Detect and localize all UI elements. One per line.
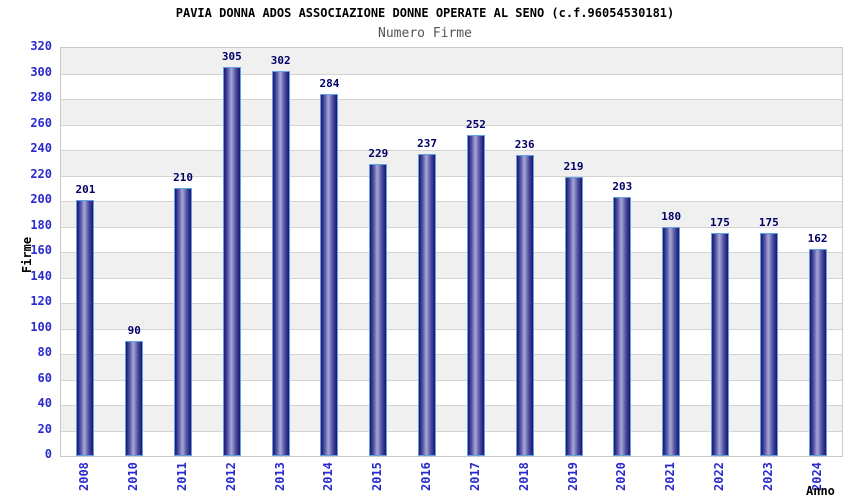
gridline: [61, 99, 842, 100]
x-axis-title: Anno: [806, 484, 835, 498]
y-tick-label: 100: [30, 319, 52, 334]
bar-2024: [808, 249, 827, 456]
bar-2021: [662, 226, 681, 456]
gridline: [61, 354, 842, 355]
bar-value-label: 236: [514, 138, 535, 152]
gridline: [61, 277, 842, 279]
y-tick-label: 120: [30, 294, 52, 308]
gridline: [61, 328, 842, 330]
bar-2011: [174, 188, 193, 456]
bar-value-label: 90: [127, 324, 141, 338]
bar-2022: [710, 232, 729, 456]
y-tick-label: 140: [30, 268, 52, 283]
gridline: [61, 150, 842, 151]
gridline: [61, 379, 842, 381]
bar-2017: [466, 134, 485, 456]
bar-value-label: 237: [417, 136, 438, 150]
bar-2016: [418, 153, 437, 456]
gridline: [61, 201, 842, 202]
bar-2012: [222, 67, 241, 456]
y-tick-label: 0: [44, 447, 52, 461]
gridline: [61, 73, 842, 75]
y-tick-label: 300: [30, 64, 52, 79]
gridline: [61, 124, 842, 126]
y-tick-label: 20: [37, 421, 52, 436]
x-tick-label: 2018: [516, 462, 531, 491]
x-tick-label: 2010: [126, 462, 141, 491]
x-tick-label: 2021: [663, 462, 678, 491]
bar-value-label: 180: [661, 209, 682, 223]
gridline: [61, 303, 842, 304]
bar-2020: [613, 197, 632, 456]
bar-value-label: 201: [75, 182, 96, 196]
plot-band: [61, 124, 842, 150]
bar-value-label: 305: [221, 50, 242, 64]
plot-band: [61, 99, 842, 125]
bar-2013: [271, 70, 290, 456]
y-tick-label: 220: [30, 166, 52, 181]
bar-value-label: 210: [173, 171, 193, 185]
bar-value-label: 219: [563, 159, 584, 173]
bar-value-label: 302: [270, 53, 291, 67]
plot-band: [61, 48, 842, 74]
x-tick-label: 2019: [565, 462, 580, 491]
gridline: [61, 252, 842, 253]
plot-area: 201 90 210 305 302 284 229 237 252 236 219 203 180 17…: [60, 47, 843, 457]
plot-band: [61, 150, 842, 176]
bar-2008: [76, 199, 95, 456]
y-tick-label: 240: [30, 141, 52, 155]
x-tick-label: 2016: [419, 462, 434, 491]
chart-subtitle: Numero Firme: [378, 26, 472, 41]
x-tick-label: 2014: [321, 462, 336, 491]
bar-2014: [320, 93, 339, 456]
gridline: [61, 175, 842, 177]
y-tick-label: 320: [30, 39, 52, 53]
gridline: [61, 405, 842, 406]
bar-value-label: 229: [368, 147, 389, 161]
y-tick-label: 80: [37, 345, 52, 359]
gridline: [61, 430, 842, 432]
y-tick-label: 260: [30, 115, 52, 130]
bar-value-label: 175: [710, 215, 730, 229]
bar-2010: [125, 341, 144, 456]
x-tick-label: 2013: [272, 462, 287, 491]
y-tick-label: 40: [37, 396, 52, 410]
gridline: [61, 226, 842, 228]
y-tick-label: 180: [30, 217, 52, 232]
bar-2019: [564, 176, 583, 456]
x-tick-label: 2023: [760, 462, 775, 491]
bar-2023: [759, 232, 778, 456]
x-tick-label: 2017: [467, 462, 482, 491]
y-tick-label: 200: [30, 192, 52, 206]
x-tick-label: 2011: [175, 462, 190, 491]
x-tick-label: 2015: [370, 462, 385, 491]
bar-value-label: 175: [758, 215, 779, 229]
bar-value-label: 252: [465, 117, 486, 131]
bar-value-label: 162: [807, 232, 828, 246]
bar-2015: [369, 164, 388, 456]
bar-2018: [515, 155, 534, 456]
y-tick-label: 280: [30, 90, 52, 104]
bar-value-label: 203: [612, 180, 633, 194]
plot-band: [61, 73, 842, 99]
chart-title: PAVIA DONNA ADOS ASSOCIAZIONE DONNE OPER…: [175, 6, 675, 20]
y-tick-label: 160: [30, 243, 52, 257]
x-tick-label: 2020: [614, 462, 629, 491]
bar-value-label: 284: [319, 76, 340, 90]
x-tick-label: 2022: [711, 462, 726, 491]
y-tick-label: 60: [37, 370, 52, 385]
x-tick-label: 2008: [77, 462, 92, 491]
x-tick-label: 2012: [223, 462, 238, 491]
